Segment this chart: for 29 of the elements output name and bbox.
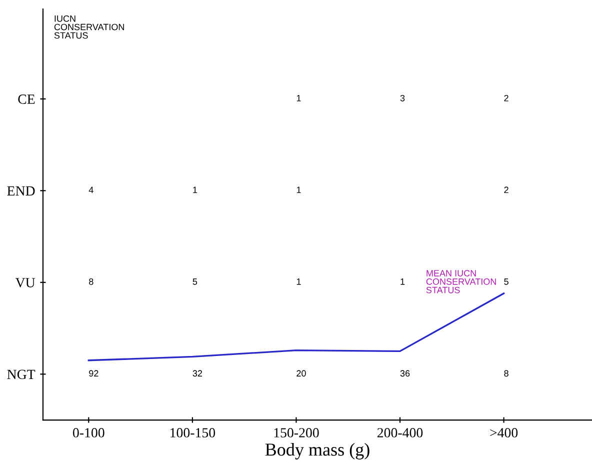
x-tick-label: >400 <box>490 428 518 438</box>
data-label: 1 <box>193 186 198 193</box>
data-label: 92 <box>89 370 98 377</box>
y-tick-label: END <box>7 186 35 196</box>
y-tick-label: VU <box>15 278 36 288</box>
series-label: MEAN IUCN CONSERVATION STATUS <box>426 270 496 294</box>
y-tick-label: NGT <box>7 370 36 380</box>
y-axis-title: IUCN CONSERVATION STATUS <box>54 15 124 39</box>
x-tick-label: 100-150 <box>170 428 216 438</box>
data-label: 20 <box>296 370 306 377</box>
x-axis-title: Body mass (g) <box>265 443 370 460</box>
data-label: 5 <box>192 278 198 285</box>
data-label: 8 <box>504 370 508 377</box>
data-label: 36 <box>400 370 410 377</box>
data-label: 32 <box>192 370 202 377</box>
data-label: 1 <box>296 95 301 102</box>
x-tick-label: 200-400 <box>377 428 423 438</box>
data-label: 5 <box>504 278 508 285</box>
data-label: 1 <box>400 278 405 285</box>
data-label: 8 <box>89 278 94 285</box>
data-label: 1 <box>296 186 301 193</box>
data-label: 1 <box>296 278 301 285</box>
data-label: 2 <box>504 186 508 193</box>
y-tick-label: CE <box>18 94 35 104</box>
data-label: 2 <box>504 94 508 102</box>
data-label: 4 <box>88 186 94 193</box>
x-tick-label: 0-100 <box>72 428 104 438</box>
x-tick-label: 150-200 <box>274 428 319 438</box>
data-label: 3 <box>400 94 405 102</box>
